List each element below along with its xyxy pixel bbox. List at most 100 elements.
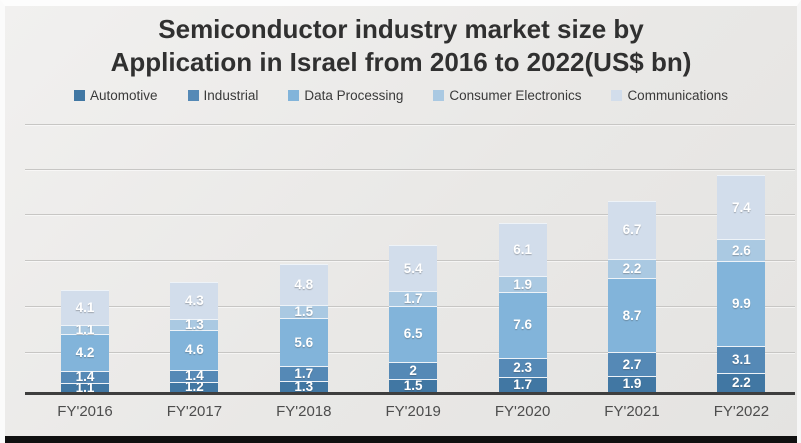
segment-value-label: 5.6 xyxy=(294,334,314,350)
x-axis-label-fy-2018: FY'2018 xyxy=(276,403,332,420)
legend-item-consumer-electronics: Consumer Electronics xyxy=(433,88,581,103)
gridline xyxy=(25,124,795,125)
segment-value-label: 7.6 xyxy=(513,317,532,333)
segment-value-label: 1.5 xyxy=(403,378,423,394)
bar-segment-automotive: 1.2 xyxy=(170,379,219,395)
segment-value-label: 6.1 xyxy=(513,242,532,258)
gridline xyxy=(25,169,795,170)
bar-fy-2020: 1.7 2.3 7.6 1.9 6.1 xyxy=(498,223,547,393)
segment-value-label: 4.3 xyxy=(185,292,204,308)
legend-item-data-processing: Data Processing xyxy=(288,88,403,103)
segment-value-label: 1.7 xyxy=(513,377,532,393)
bar-segment-communications: 4.8 xyxy=(279,263,328,306)
segment-value-label: 1.7 xyxy=(294,366,314,382)
bar-segment-communications: 7.4 xyxy=(717,175,766,239)
bar-segment-industrial: 1.7 xyxy=(279,366,328,382)
segment-value-label: 1.3 xyxy=(185,317,204,333)
segment-value-label: 7.4 xyxy=(732,199,751,215)
bar-segment-automotive: 1.9 xyxy=(608,375,656,392)
segment-value-label: 6.5 xyxy=(403,326,423,342)
bar-fy-2019: 1.5 2 6.5 1.7 5.4 xyxy=(389,244,438,394)
bar-segment-industrial: 2.3 xyxy=(498,357,547,378)
bar-segment-consumer-electronics: 1.3 xyxy=(170,317,219,333)
bar-segment-automotive: 1.5 xyxy=(389,378,438,394)
segment-value-label: 9.9 xyxy=(732,296,751,312)
segment-value-label: 1.5 xyxy=(294,304,314,320)
bar-segment-consumer-electronics: 1.1 xyxy=(61,323,109,337)
bar-fy-2017: 1.2 1.4 4.6 1.3 4.3 xyxy=(170,281,219,395)
segment-value-label: 1.9 xyxy=(513,276,532,292)
segment-value-label: 1.4 xyxy=(75,369,95,385)
bar-fy-2022: 2.2 3.1 9.9 2.6 7.4 xyxy=(717,175,766,392)
legend-item-industrial: Industrial xyxy=(187,88,259,103)
segment-value-label: 2.3 xyxy=(513,360,532,375)
segment-value-label: 2.6 xyxy=(732,242,751,258)
legend-label: Communications xyxy=(627,88,728,103)
segment-value-label: 4.2 xyxy=(75,344,95,360)
legend-swatch-data-processing xyxy=(288,90,300,101)
bar-segment-data-processing: 6.5 xyxy=(389,306,438,362)
bar-segment-data-processing: 8.7 xyxy=(608,277,656,353)
bar-segment-automotive: 1.3 xyxy=(279,378,328,394)
bar-segment-data-processing: 7.6 xyxy=(498,292,547,358)
bar-segment-consumer-electronics: 1.5 xyxy=(279,304,328,320)
segment-value-label: 2.2 xyxy=(732,375,751,391)
segment-value-label: 1.2 xyxy=(185,379,204,395)
x-axis-label-fy-2017: FY'2017 xyxy=(166,403,223,420)
bar-segment-communications: 5.4 xyxy=(389,244,438,292)
bar-segment-data-processing: 9.9 xyxy=(717,261,766,347)
segment-value-label: 1.1 xyxy=(75,379,95,395)
segment-value-label: 1.3 xyxy=(294,378,314,394)
bar-segment-communications: 4.3 xyxy=(170,281,219,319)
bar-segment-consumer-electronics: 2.2 xyxy=(608,258,656,278)
segment-value-label: 6.7 xyxy=(622,222,642,238)
legend-label: Data Processing xyxy=(304,88,404,103)
x-axis-label-fy-2020: FY'2020 xyxy=(494,403,551,420)
legend-swatch-consumer-electronics xyxy=(433,90,445,101)
bar-segment-industrial: 1.4 xyxy=(61,369,109,385)
segment-value-label: 4.1 xyxy=(75,299,95,315)
bar-segment-automotive: 1.1 xyxy=(61,379,109,395)
segment-value-label: 8.7 xyxy=(622,307,642,323)
chart-title-line1: Semiconductor industry market size by xyxy=(158,14,644,44)
bar-fy-2018: 1.3 1.7 5.6 1.5 4.8 xyxy=(279,263,328,394)
segment-value-label: 2 xyxy=(409,363,417,379)
bar-segment-industrial: 2.7 xyxy=(608,352,656,376)
bar-segment-automotive: 2.2 xyxy=(717,373,766,392)
bar-segment-consumer-electronics: 2.6 xyxy=(717,238,766,262)
segment-value-label: 5.4 xyxy=(403,260,423,276)
segment-value-label: 3.1 xyxy=(732,352,751,368)
legend-label: Consumer Electronics xyxy=(449,88,582,103)
bar-fy-2016: 1.1 1.4 4.2 1.1 4.1 xyxy=(61,289,109,395)
bar-segment-consumer-electronics: 1.9 xyxy=(498,275,547,293)
x-axis-label-fy-2022: FY'2022 xyxy=(713,403,770,420)
segment-value-label: 4.8 xyxy=(294,277,314,293)
chart-title: Semiconductor industry market size by Ap… xyxy=(5,6,797,79)
segment-value-label: 2.2 xyxy=(622,260,642,276)
bar-segment-data-processing: 4.2 xyxy=(61,334,109,371)
legend-swatch-automotive xyxy=(74,90,85,101)
bar-segment-consumer-electronics: 1.7 xyxy=(389,291,438,307)
bar-segment-industrial: 3.1 xyxy=(717,346,766,374)
bar-segment-communications: 6.7 xyxy=(608,201,656,259)
bar-segment-data-processing: 4.6 xyxy=(170,330,219,370)
legend-item-communications: Communications xyxy=(611,88,728,103)
bar-segment-communications: 4.1 xyxy=(61,289,109,325)
x-axis-label-fy-2016: FY'2016 xyxy=(57,403,113,420)
x-axis-label-fy-2019: FY'2019 xyxy=(385,403,441,420)
legend-swatch-communications xyxy=(611,90,623,101)
segment-value-label: 1.7 xyxy=(403,291,423,307)
gridline xyxy=(25,214,795,215)
legend-label: Industrial xyxy=(203,88,259,103)
bar-segment-communications: 6.1 xyxy=(498,223,547,276)
x-axis-label-fy-2021: FY'2021 xyxy=(604,403,660,420)
chart-title-line2: Application in Israel from 2016 to 2022(… xyxy=(110,47,692,77)
bar-fy-2021: 1.9 2.7 8.7 2.2 6.7 xyxy=(608,201,656,392)
segment-value-label: 2.7 xyxy=(622,356,642,372)
legend-swatch-industrial xyxy=(187,90,199,101)
legend: Automotive Industrial Data Processing Consu… xyxy=(5,88,797,103)
plot-area: 1.1 1.4 4.2 1.1 4.1 FY'2016 1.2 1.4 4.6 1.3 4.3 FY'… xyxy=(25,124,795,420)
bar-segment-industrial: 2 xyxy=(389,361,438,380)
bar-segment-data-processing: 5.6 xyxy=(279,318,328,367)
